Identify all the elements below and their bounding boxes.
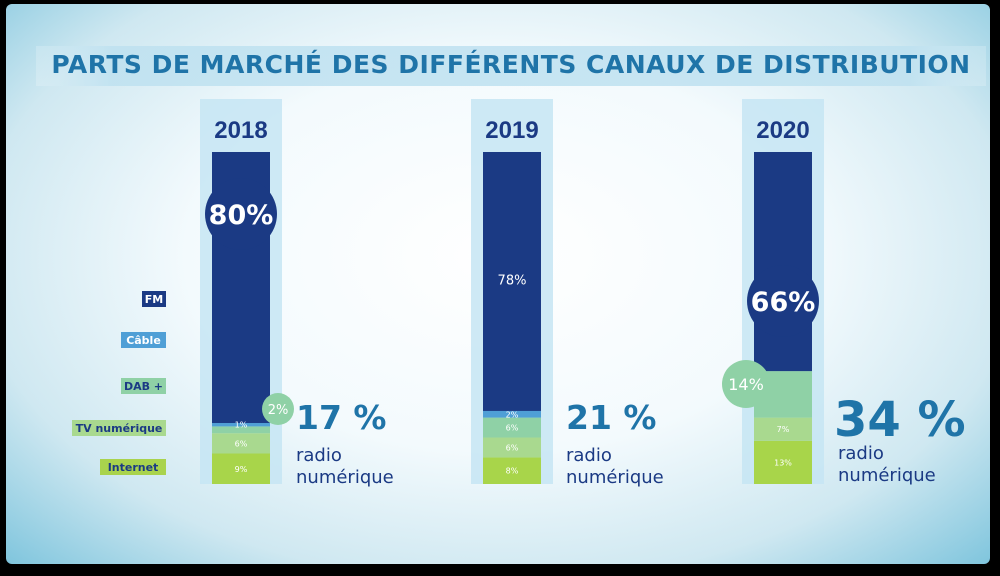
bar-segment-dab-2018 <box>212 426 270 434</box>
legend-label-tvnumrique: TV numérique <box>76 422 163 435</box>
digital-share-value-2019: 21 % <box>566 398 656 437</box>
legend-swatch-dab <box>121 378 166 394</box>
bar-segment-fm-2019 <box>483 152 541 411</box>
legend-label-cble: Câble <box>126 334 161 347</box>
digital-share-label1-2020: radio <box>838 443 884 464</box>
value-label-fm-2020: 66% <box>751 287 816 318</box>
year-label-2018: 2018 <box>214 117 267 144</box>
bar-segment-tvnumrique-2020 <box>754 417 812 441</box>
bar-segment-fm-2020 <box>754 152 812 372</box>
title-band <box>36 46 986 86</box>
legend-swatch-fm <box>142 291 166 307</box>
bar-segment-dab-2019 <box>483 417 541 438</box>
chart-frame: PARTS DE MARCHÉ DES DIFFÉRENTS CANAUX DE… <box>6 4 990 564</box>
bar-segment-cble-2018 <box>212 423 270 427</box>
legend-label-internet: Internet <box>108 461 159 474</box>
dab-badge-2018 <box>262 393 294 425</box>
legend-label-fm: FM <box>145 293 163 306</box>
value-label-dab-2019: 6% <box>506 424 519 433</box>
legend-swatch-internet <box>100 459 166 475</box>
dab-badge-2020 <box>722 360 770 408</box>
value-label-fm-2018: 80% <box>209 200 274 231</box>
bar-segment-tvnumrique-2018 <box>212 433 270 454</box>
fm-badge-2018 <box>205 178 277 250</box>
digital-share-label1-2018: radio <box>296 445 342 466</box>
bar-segment-internet-2020 <box>754 440 812 484</box>
legend-label-dab: DAB + <box>124 380 163 393</box>
digital-share-value-2020: 34 % <box>834 392 966 448</box>
value-label-fm-2019: 78% <box>498 273 527 288</box>
digital-share-label2-2019: numérique <box>566 467 664 488</box>
digital-share-label1-2019: radio <box>566 445 612 466</box>
value-label-internet-2020: 13% <box>774 458 792 467</box>
bar-segment-cble-2019 <box>483 410 541 418</box>
value-label-dab-2018: 2% <box>268 403 289 418</box>
value-label-cble-2019: 2% <box>506 410 519 419</box>
bar-segment-internet-2019 <box>483 457 541 484</box>
year-label-2020: 2020 <box>756 117 809 144</box>
legend-swatch-tvnumrique <box>72 420 166 436</box>
value-label-dab-2020: 14% <box>728 375 764 394</box>
digital-share-label2-2020: numérique <box>838 465 936 486</box>
fm-badge-2020 <box>747 265 819 337</box>
value-label-tvnumrique-2018: 6% <box>235 439 248 448</box>
value-label-tvnumrique-2020: 7% <box>777 425 790 434</box>
chart-title: PARTS DE MARCHÉ DES DIFFÉRENTS CANAUX DE… <box>51 50 971 79</box>
digital-share-value-2018: 17 % <box>296 398 386 437</box>
bar-segment-internet-2018 <box>212 453 270 484</box>
value-label-tvnumrique-2019: 6% <box>506 443 519 452</box>
year-label-2019: 2019 <box>485 117 538 144</box>
digital-share-label2-2018: numérique <box>296 467 394 488</box>
bar-segment-tvnumrique-2019 <box>483 437 541 458</box>
legend-swatch-cble <box>121 332 166 348</box>
value-label-cble-2018: 1% <box>235 421 248 430</box>
value-label-internet-2018: 9% <box>235 465 248 474</box>
value-label-internet-2019: 8% <box>506 467 519 476</box>
